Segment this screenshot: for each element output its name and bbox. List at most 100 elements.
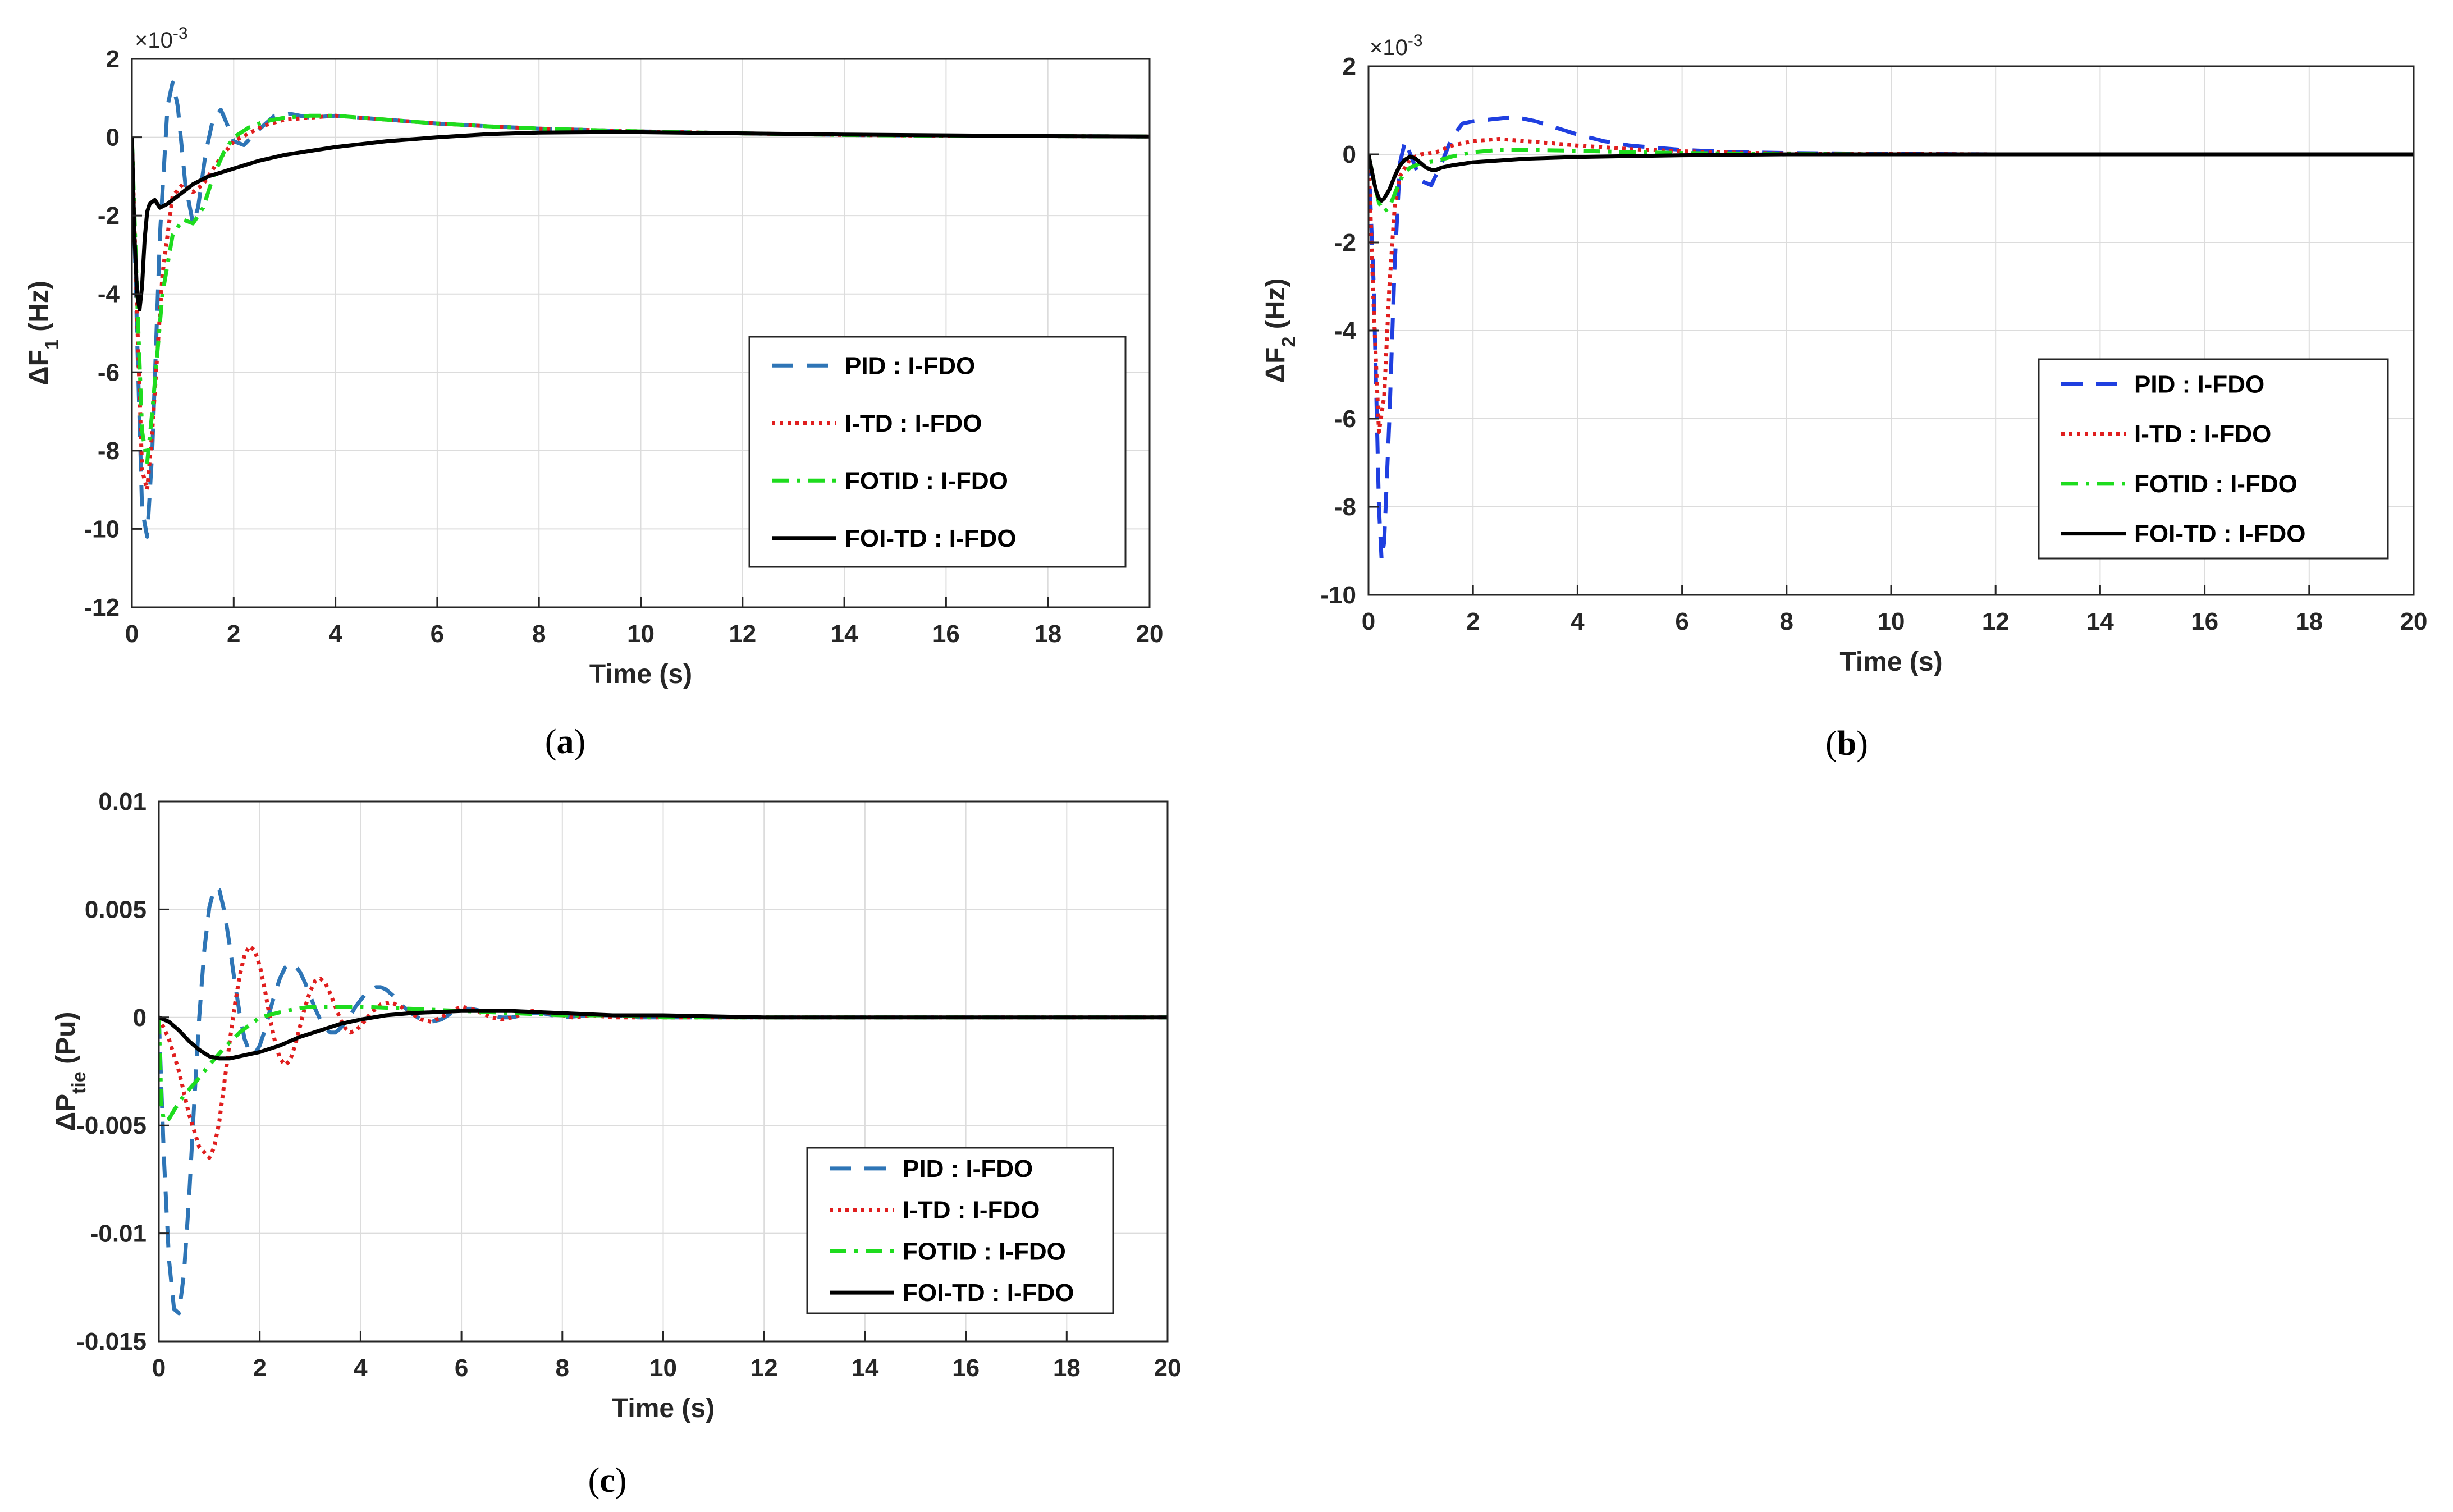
exponent-power: -3 (1408, 31, 1423, 50)
x-tick-label: 12 (1982, 608, 2010, 635)
x-tick-label: 4 (354, 1354, 368, 1382)
caption-close: ) (574, 723, 586, 761)
y-tick-label: -2 (98, 202, 120, 230)
x-tick-label: 10 (1878, 608, 1905, 635)
y-tick-label: -0.005 (76, 1112, 147, 1139)
y-tick-label: -10 (1320, 581, 1356, 609)
y-tick-label: 0 (106, 124, 120, 152)
legend-label: I-TD : I-FDO (845, 410, 982, 437)
x-tick-label: 14 (2086, 608, 2114, 635)
panel-caption: (a) (545, 723, 585, 761)
x-tick-label: 18 (1053, 1354, 1081, 1382)
y-tick-label: 0.005 (85, 896, 147, 923)
legend-label: PID : I-FDO (903, 1155, 1033, 1183)
legend-label: PID : I-FDO (845, 352, 975, 379)
y-label-unit: (Hz) (1261, 278, 1290, 337)
x-tick-label: 14 (831, 620, 858, 648)
x-tick-label: 2 (1466, 608, 1480, 635)
x-axis-label: Time (s) (612, 1394, 715, 1423)
x-tick-label: 2 (227, 620, 240, 648)
legend-box (2038, 358, 2389, 560)
y-tick-label: -8 (98, 437, 120, 465)
y-axis-label: ΔPtie (Pu) (51, 1012, 90, 1131)
axis-exponent: ×10-3 (135, 24, 188, 53)
y-tick-label: -8 (1334, 493, 1356, 521)
series-line-fotid-i-fdo (159, 1005, 1168, 1123)
caption-close: ) (1856, 725, 1868, 763)
y-tick-label: -10 (84, 515, 120, 543)
y-label-unit: (Hz) (24, 281, 54, 339)
legend-label: FOTID : I-FDO (845, 467, 1008, 494)
y-label-subscript: 1 (42, 339, 63, 350)
legend-label: I-TD : I-FDO (2134, 420, 2271, 448)
panel-caption: (c) (588, 1461, 627, 1500)
legend: PID : I-FDO I-TD : I-FDO FOTID : I-FDO FOI-… (806, 1147, 1114, 1314)
y-tick-label: 0 (133, 1004, 147, 1032)
x-tick-label: 16 (932, 620, 960, 648)
y-axis-label: ΔF1 (Hz) (24, 281, 63, 386)
x-axis-label: Time (s) (1839, 647, 1942, 677)
legend-label: FOI-TD : I-FDO (903, 1279, 1074, 1307)
x-tick-label: 0 (152, 1354, 166, 1382)
x-tick-label: 16 (952, 1354, 980, 1382)
x-tick-label: 10 (627, 620, 655, 648)
legend-label: FOTID : I-FDO (903, 1238, 1066, 1265)
legend-box (748, 336, 1127, 568)
y-axis-label: ΔF2 (Hz) (1261, 278, 1299, 383)
x-tick-label: 16 (2191, 608, 2218, 635)
x-tick-label: 20 (2400, 608, 2428, 635)
y-label-main: ΔF (24, 350, 54, 386)
y-tick-label: -6 (98, 359, 120, 386)
legend: PID : I-FDO I-TD : I-FDO FOTID : I-FDO FOI-… (2038, 358, 2389, 560)
x-axis-label: Time (s) (589, 659, 692, 689)
y-label-main: ΔF (1261, 347, 1290, 383)
caption-close: ) (615, 1461, 627, 1500)
exponent-base: ×10 (1370, 35, 1408, 60)
caption-open: ( (1825, 725, 1837, 763)
exponent-power: -3 (173, 24, 188, 43)
series-line-foi-td-i-fdo (132, 130, 1150, 312)
x-tick-label: 20 (1136, 620, 1164, 648)
x-tick-label: 0 (1362, 608, 1375, 635)
caption-letter: a (557, 723, 574, 761)
x-tick-label: 8 (556, 1354, 569, 1382)
x-tick-label: 18 (2295, 608, 2323, 635)
x-tick-label: 12 (750, 1354, 778, 1382)
x-tick-label: 18 (1034, 620, 1061, 648)
x-tick-label: 6 (431, 620, 444, 648)
x-tick-label: 8 (532, 620, 546, 648)
legend-label: I-TD : I-FDO (903, 1197, 1040, 1224)
y-label-unit: (Pu) (51, 1012, 81, 1072)
y-tick-label: -4 (98, 281, 120, 308)
y-tick-label: 0 (1343, 141, 1356, 168)
y-tick-label: -6 (1334, 405, 1356, 433)
series-line-fotid-i-fdo (132, 113, 1150, 465)
y-label-subscript: 2 (1278, 337, 1299, 347)
x-tick-label: 6 (455, 1354, 468, 1382)
legend-box (806, 1147, 1114, 1314)
y-tick-label: -2 (1334, 229, 1356, 256)
series-line-i-td-i-fdo (159, 944, 1168, 1160)
caption-open: ( (545, 723, 557, 761)
x-tick-label: 4 (1571, 608, 1585, 635)
y-tick-label: 2 (106, 45, 120, 73)
x-tick-label: 4 (328, 620, 342, 648)
legend-label: FOI-TD : I-FDO (845, 525, 1017, 552)
y-tick-label: -0.015 (76, 1328, 147, 1355)
caption-letter: c (599, 1461, 615, 1500)
y-tick-label: -4 (1334, 317, 1357, 345)
x-tick-label: 2 (253, 1354, 266, 1382)
y-label-main: ΔP (51, 1094, 81, 1131)
y-tick-label: 2 (1343, 53, 1356, 80)
series-line-i-td-i-fdo (1369, 137, 2414, 434)
legend: PID : I-FDO I-TD : I-FDO FOTID : I-FDO FOI-… (748, 336, 1127, 568)
legend-label: PID : I-FDO (2134, 370, 2264, 398)
x-tick-label: 20 (1154, 1354, 1182, 1382)
y-tick-label: -12 (84, 594, 120, 621)
x-tick-label: 12 (729, 620, 756, 648)
legend-label: FOI-TD : I-FDO (2134, 520, 2306, 548)
caption-letter: b (1837, 725, 1856, 763)
x-tick-label: 6 (1675, 608, 1688, 635)
